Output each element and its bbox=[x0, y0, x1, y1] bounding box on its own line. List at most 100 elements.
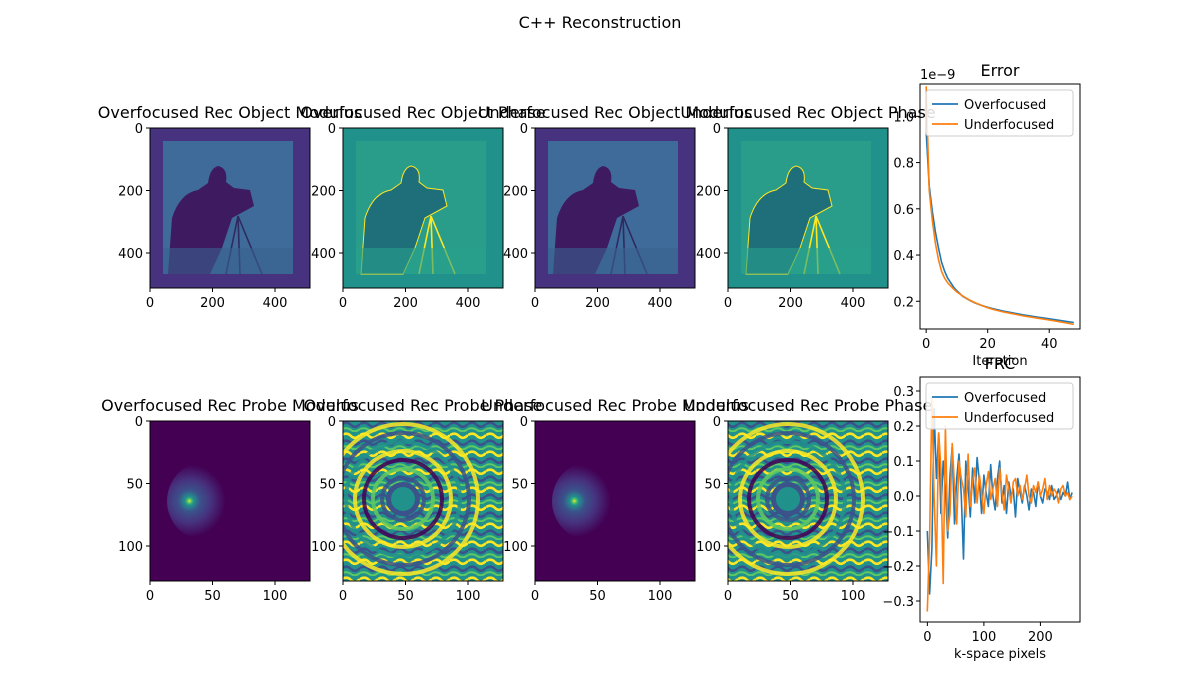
y-tick-label: 0.0 bbox=[893, 490, 914, 505]
phase-ring bbox=[371, 467, 435, 531]
x-axis-label: k-space pixels bbox=[954, 647, 1046, 662]
phase-ring bbox=[353, 449, 453, 549]
x-tick-label: 0 bbox=[339, 296, 347, 311]
x-tick-label: 100 bbox=[841, 589, 866, 604]
y-tick-label: 100 bbox=[311, 540, 336, 555]
image-frame bbox=[534, 420, 696, 582]
x-tick-label: 0 bbox=[922, 337, 930, 352]
y-tick-label: 0 bbox=[328, 415, 336, 430]
photographer-silhouette bbox=[168, 166, 254, 274]
y-tick-label: 0 bbox=[713, 122, 721, 137]
series-line-overfocused bbox=[925, 132, 1074, 324]
x-tick-label: 200 bbox=[1028, 630, 1053, 645]
line-charts: 0 20 40 0.2 0.4 0.6 0.8 1.0 Error Iteration 1e−9 Ov… bbox=[882, 61, 1081, 662]
ground bbox=[548, 248, 678, 274]
x-axis-label: Iteration bbox=[972, 354, 1027, 369]
y-tick-label: 0 bbox=[520, 415, 528, 430]
x-tick-label: 400 bbox=[263, 296, 288, 311]
x-tick-label: 0 bbox=[724, 589, 732, 604]
y-tick-label: 100 bbox=[696, 540, 721, 555]
series-lines bbox=[925, 86, 1074, 326]
phase-ring bbox=[344, 440, 462, 558]
x-tick-label: 20 bbox=[979, 337, 996, 352]
probe-spot bbox=[167, 461, 247, 541]
y-tick-label: 100 bbox=[118, 540, 143, 555]
image-content bbox=[150, 128, 310, 288]
image-content bbox=[728, 421, 888, 581]
panel-title: Underfocused Rec Probe Phase bbox=[684, 396, 933, 415]
x-tick-label: 200 bbox=[778, 296, 803, 311]
x-tick-label: 0 bbox=[146, 589, 154, 604]
phase-ring bbox=[380, 476, 426, 522]
phase-ring bbox=[343, 431, 471, 567]
legend: Overfocused Underfocused bbox=[925, 89, 1074, 137]
phase-ring bbox=[729, 440, 847, 558]
phase-ring bbox=[756, 467, 820, 531]
phase-ring bbox=[738, 449, 838, 549]
legend-box bbox=[925, 382, 1074, 430]
image-frame bbox=[727, 127, 889, 289]
y-tick-label: 1.0 bbox=[893, 110, 914, 125]
y-tick-label: 50 bbox=[704, 478, 721, 493]
figure-title: C++ Reconstruction bbox=[519, 13, 682, 32]
offset-text: 1e−9 bbox=[920, 68, 955, 83]
x-tick-label: 0 bbox=[724, 296, 732, 311]
image-frame bbox=[149, 420, 311, 582]
panel-title: Underfocused Rec Object Modulus bbox=[478, 103, 752, 122]
x-tick-label: 0 bbox=[146, 296, 154, 311]
legend-box bbox=[925, 89, 1074, 137]
image-content bbox=[728, 128, 888, 288]
chart-title: FRC bbox=[985, 354, 1016, 373]
y-tick-label: 400 bbox=[503, 247, 528, 262]
phase-ring bbox=[765, 476, 811, 522]
photographer-silhouette bbox=[360, 165, 448, 275]
image-frame bbox=[727, 420, 889, 582]
axes-frame bbox=[919, 83, 1081, 330]
x-tick-label: 200 bbox=[585, 296, 610, 311]
panel-title: Overfocused Rec Object Modulus bbox=[98, 103, 362, 122]
x-tick-label: 50 bbox=[589, 589, 606, 604]
x-tick-label: 50 bbox=[782, 589, 799, 604]
y-tick-label: 50 bbox=[511, 478, 528, 493]
series-line-overfocused bbox=[926, 407, 1073, 595]
phase-ring bbox=[343, 422, 480, 576]
probe-spot bbox=[552, 461, 632, 541]
x-tick-label: 0 bbox=[339, 589, 347, 604]
y-tick-label: 100 bbox=[503, 540, 528, 555]
y-tick-label: 0.2 bbox=[893, 420, 914, 435]
x-tick-label: 400 bbox=[841, 296, 866, 311]
series-lines bbox=[926, 397, 1073, 612]
legend-label: Underfocused bbox=[964, 411, 1054, 426]
y-tick-label: 0 bbox=[520, 122, 528, 137]
y-tick-label: 0 bbox=[135, 122, 143, 137]
y-tick-label: 0.6 bbox=[893, 203, 914, 218]
y-tick-label: 0 bbox=[135, 415, 143, 430]
y-tick-label: −0.2 bbox=[882, 560, 914, 575]
chart-error: 0 20 40 0.2 0.4 0.6 0.8 1.0 Error Iteration 1e−9 Ov… bbox=[893, 61, 1081, 369]
x-tick-label: 40 bbox=[1041, 337, 1058, 352]
photographer-silhouette bbox=[553, 166, 639, 274]
series-line-underfocused bbox=[926, 397, 1073, 612]
chart-title: Error bbox=[981, 61, 1020, 80]
y-tick-label: 200 bbox=[696, 185, 721, 200]
y-tick-label: −0.3 bbox=[882, 595, 914, 610]
y-tick-label: 400 bbox=[696, 247, 721, 262]
chart-frc: 0 100 200 −0.3 −0.2 −0.1 0.0 0.1 0.2 0.3 FRC k-spac… bbox=[882, 354, 1081, 662]
phase-ring bbox=[728, 422, 865, 576]
legend: Overfocused Underfocused bbox=[925, 382, 1074, 430]
image-content bbox=[343, 128, 503, 288]
phase-core bbox=[391, 487, 415, 511]
ground bbox=[163, 248, 293, 274]
image-frame bbox=[149, 127, 311, 289]
legend-label: Overfocused bbox=[964, 98, 1046, 113]
x-tick-label: 100 bbox=[456, 589, 481, 604]
phase-ring bbox=[728, 431, 856, 567]
